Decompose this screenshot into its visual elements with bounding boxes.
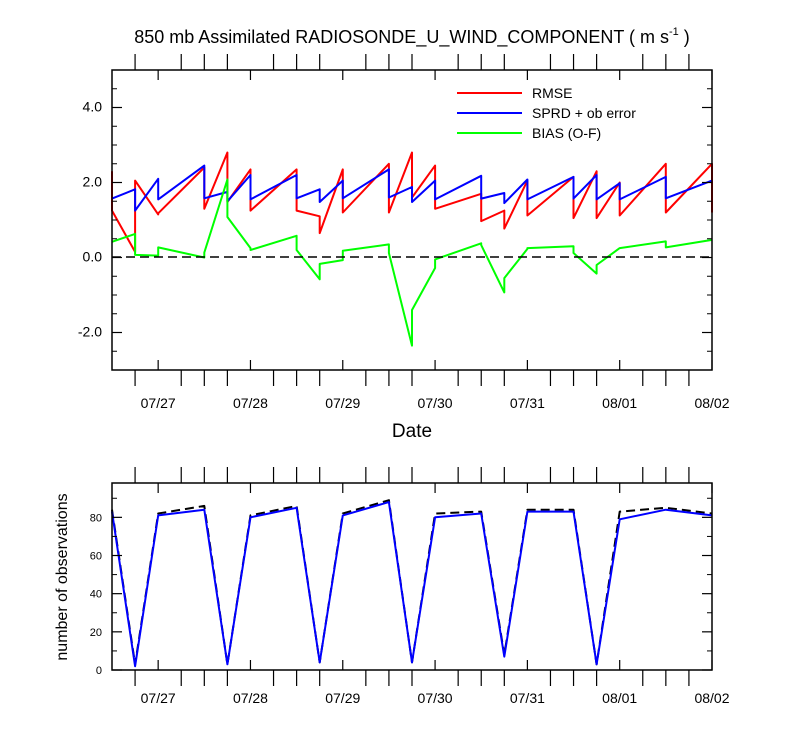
chart-title-exponent: -1 xyxy=(669,26,679,38)
x-tick-label: 07/29 xyxy=(325,395,360,411)
series-line-bias-o-f xyxy=(111,178,713,347)
y-tick-label: 80 xyxy=(90,512,102,524)
x-tick-label: 07/27 xyxy=(141,395,176,411)
wind-stats-ticks: 07/27 07/28 07/29 07/30 07/31 08/01 08/02 -2.0 0… xyxy=(78,54,730,411)
x-tick-label: 07/28 xyxy=(233,690,268,706)
x-tick-label: 07/28 xyxy=(233,395,268,411)
series-line-sprd-ob-error xyxy=(111,164,713,212)
legend-entry: SPRD + ob error xyxy=(532,105,636,121)
observation-count-plot-frame xyxy=(111,482,713,671)
x-tick-label: 08/02 xyxy=(694,395,729,411)
wind-stats-plot: 07/27 07/28 07/29 07/30 07/31 08/01 08/02 -2.0 0… xyxy=(78,54,730,411)
chart-title: 850 mb Assimilated RADIOSONDE_U_WIND_COM… xyxy=(134,26,690,48)
wind-stats-series xyxy=(111,151,713,347)
y-tick-label: 0 xyxy=(96,665,102,677)
x-tick-label: 08/01 xyxy=(602,690,637,706)
y-tick-label: 40 xyxy=(90,589,102,601)
y-tick-label: 60 xyxy=(90,551,102,563)
y-tick-label: 2.0 xyxy=(83,174,103,190)
x-tick-label: 08/02 xyxy=(694,690,729,706)
y-tick-label: -2.0 xyxy=(78,324,102,340)
series-line-assimilated xyxy=(111,501,713,668)
x-tick-label: 07/31 xyxy=(510,395,545,411)
legend-entry: RMSE xyxy=(532,85,572,101)
y-axis-label-observations: number of observations xyxy=(54,493,71,660)
x-tick-label: 07/31 xyxy=(510,690,545,706)
x-tick-label: 07/30 xyxy=(418,395,453,411)
x-tick-label: 07/29 xyxy=(325,690,360,706)
x-tick-label: 07/30 xyxy=(418,690,453,706)
series-line-possible xyxy=(111,499,713,666)
x-tick-label: 08/01 xyxy=(602,395,637,411)
x-tick-label: 07/27 xyxy=(141,690,176,706)
observation-count-ticks: 07/27 07/28 07/29 07/30 07/31 08/01 08/02 0 20 40… xyxy=(90,467,730,706)
observation-count-plot: 07/27 07/28 07/29 07/30 07/31 08/01 08/02 0 20 40… xyxy=(90,467,730,706)
legend-entry: BIAS (O-F) xyxy=(532,125,601,141)
y-tick-label: 4.0 xyxy=(83,99,103,115)
chart-title-main: 850 mb Assimilated RADIOSONDE_U_WIND_COM… xyxy=(134,27,669,48)
y-tick-label: 20 xyxy=(90,627,102,639)
observation-count-series xyxy=(111,499,713,668)
y-tick-label: 0.0 xyxy=(83,249,103,265)
legend: RMSE SPRD + ob error BIAS (O-F) xyxy=(457,85,636,141)
x-axis-label: Date xyxy=(392,421,432,442)
chart-title-close: ) xyxy=(679,27,690,47)
